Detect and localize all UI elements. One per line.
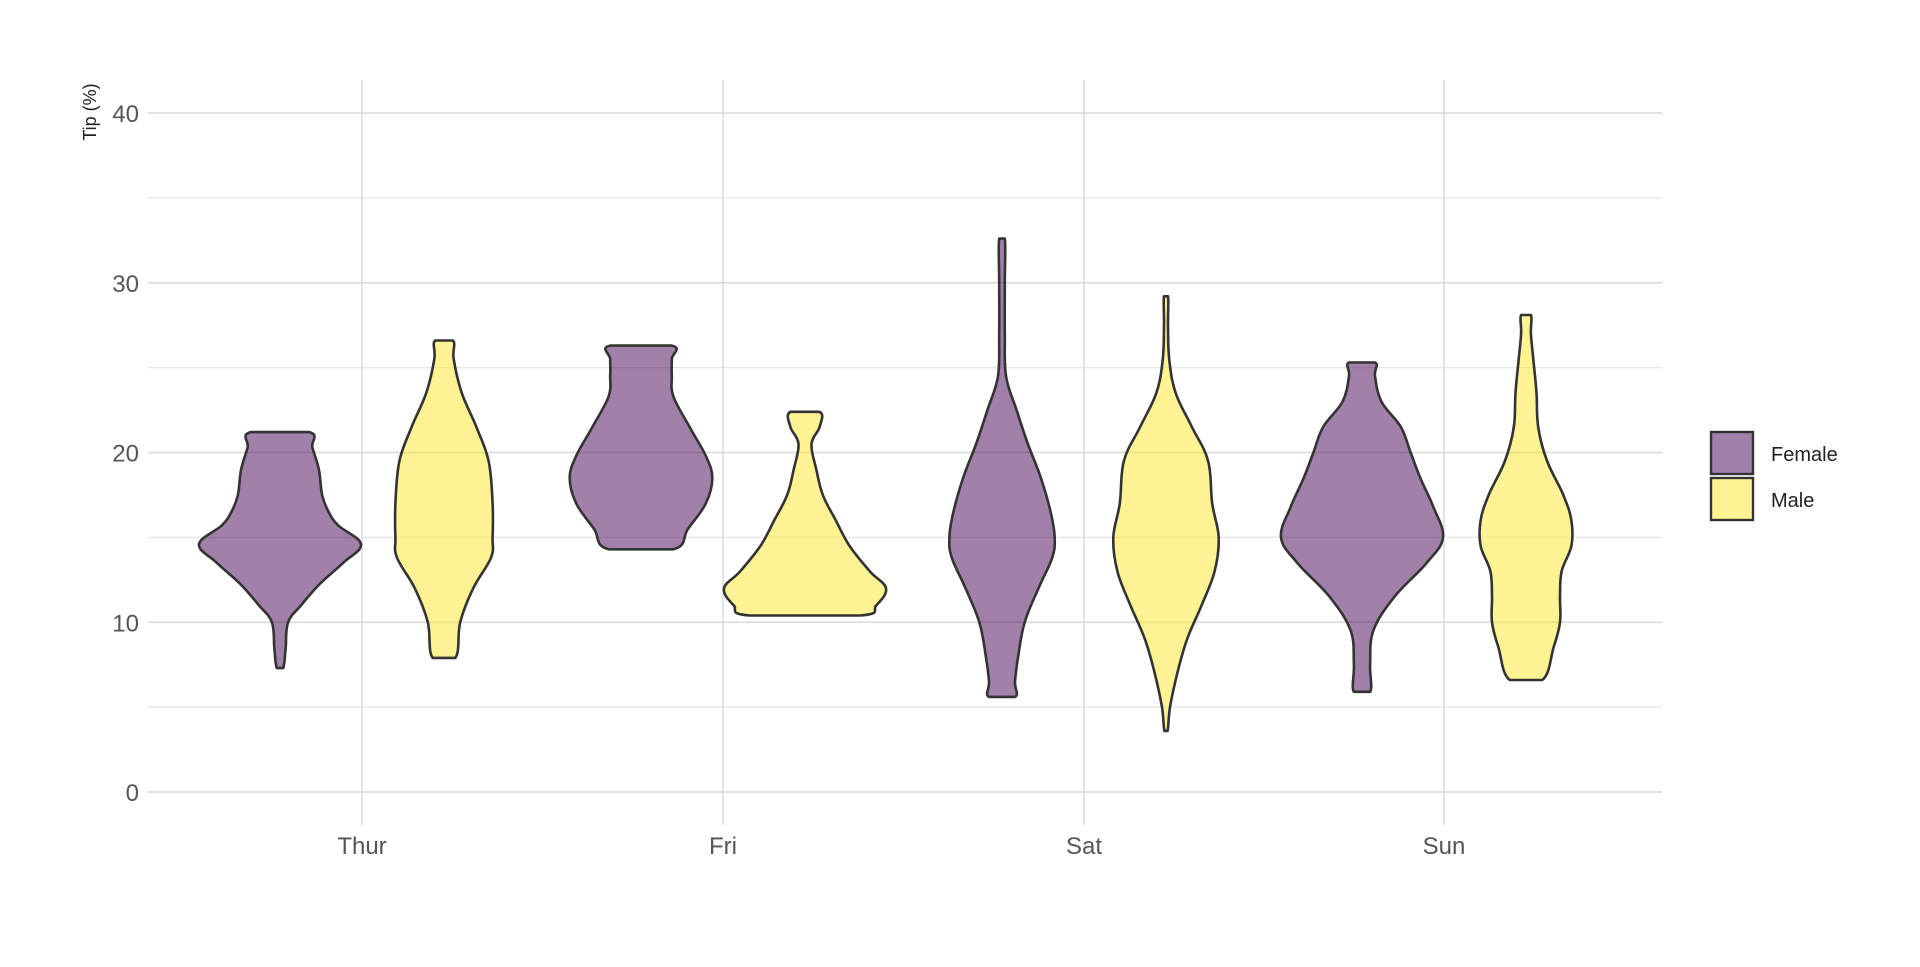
y-tick-label: 30 <box>112 271 139 298</box>
legend-swatch-female <box>1709 430 1755 476</box>
violin-male-fri <box>722 410 888 617</box>
x-tick-label-sun: Sun <box>1423 833 1466 860</box>
y-tick-label: 20 <box>112 441 139 468</box>
y-axis-ticks: 0 10 20 30 40 <box>112 101 139 807</box>
grid-lines <box>148 80 1662 825</box>
x-axis-ticks: Thur Fri Sat Sun <box>337 833 1465 860</box>
violin-female-thur <box>197 430 363 670</box>
legend-label-male: Male <box>1771 490 1814 512</box>
violin-male-sat <box>1111 295 1221 733</box>
legend-label-female: Female <box>1771 444 1838 466</box>
violins <box>197 237 1574 733</box>
x-tick-label-thur: Thur <box>337 833 386 860</box>
y-axis-title: Tip (%) <box>80 83 100 140</box>
y-tick-label: 10 <box>112 610 139 637</box>
violin-female-sat <box>947 237 1057 699</box>
violin-female-fri <box>568 344 714 551</box>
violin-male-sun <box>1478 313 1574 682</box>
x-tick-label-fri: Fri <box>709 833 737 860</box>
violin-female-sun <box>1279 361 1445 694</box>
violin-male-thur <box>393 339 495 660</box>
y-tick-label: 0 <box>126 780 139 807</box>
legend: Female Male <box>1709 430 1838 522</box>
y-tick-label: 40 <box>112 101 139 128</box>
x-tick-label-sat: Sat <box>1066 833 1102 860</box>
legend-swatch-male <box>1709 476 1755 522</box>
